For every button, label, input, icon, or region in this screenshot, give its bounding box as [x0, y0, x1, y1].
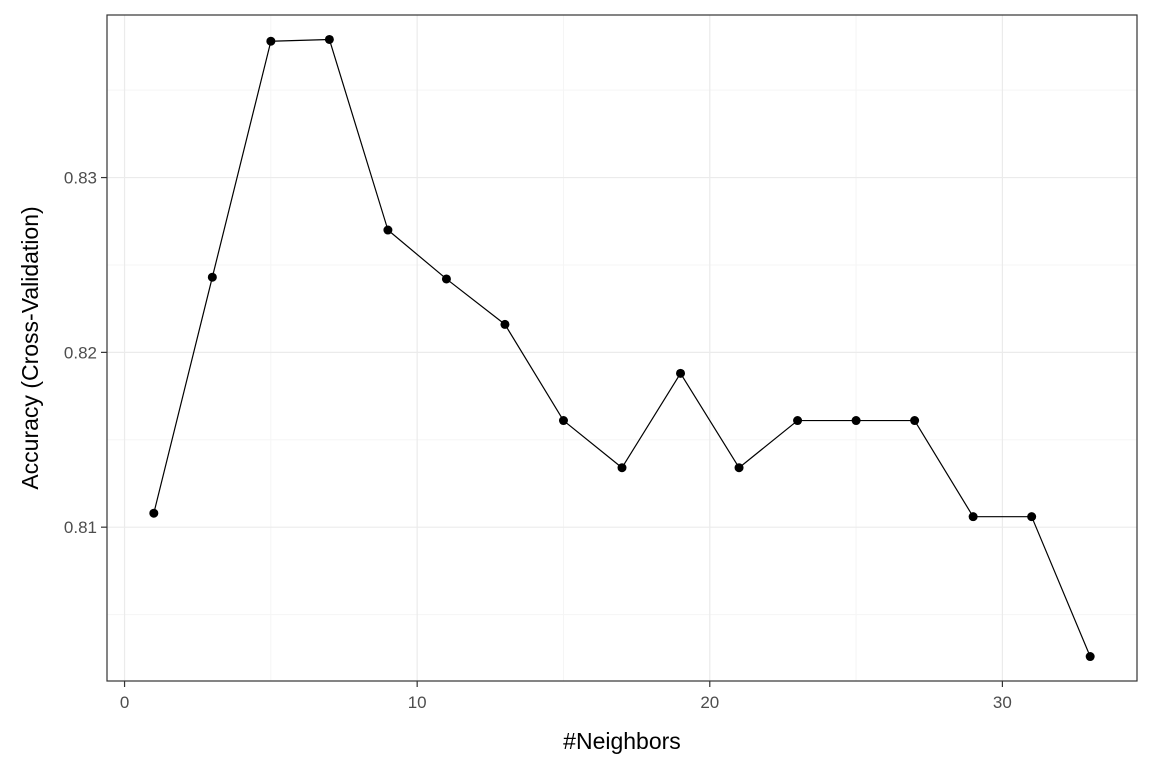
data-point	[851, 416, 861, 426]
minor-gridlines	[107, 15, 1137, 681]
x-tick-label: 10	[408, 693, 427, 712]
data-point	[149, 508, 159, 518]
x-tick-label: 0	[120, 693, 129, 712]
data-point	[676, 368, 686, 378]
x-axis-ticks: 0 10 20 30	[120, 681, 1012, 712]
data-point	[910, 416, 920, 426]
y-axis-title: Accuracy (Cross-Validation)	[17, 206, 43, 489]
data-point	[968, 512, 978, 522]
data-point	[324, 34, 334, 44]
data-point	[793, 416, 803, 426]
panel-border	[106, 14, 1138, 682]
y-tick-label: 0.83	[64, 169, 97, 188]
data-point	[1085, 652, 1095, 662]
data-point	[441, 274, 451, 284]
data-point	[1027, 512, 1037, 522]
x-tick-label: 30	[993, 693, 1012, 712]
x-axis-title: #Neighbors	[563, 728, 681, 754]
y-axis-ticks: 0.81 0.82 0.83	[64, 169, 107, 537]
x-tick-label: 20	[700, 693, 719, 712]
data-point	[207, 272, 217, 282]
data-point	[617, 463, 627, 473]
data-point	[266, 36, 276, 46]
major-gridlines	[107, 15, 1137, 681]
data-point	[734, 463, 744, 473]
data-point	[558, 416, 568, 426]
series-layer	[149, 34, 1095, 662]
data-point	[383, 225, 393, 235]
y-tick-label: 0.81	[64, 518, 97, 537]
data-point	[500, 319, 510, 329]
y-tick-label: 0.82	[64, 343, 97, 362]
